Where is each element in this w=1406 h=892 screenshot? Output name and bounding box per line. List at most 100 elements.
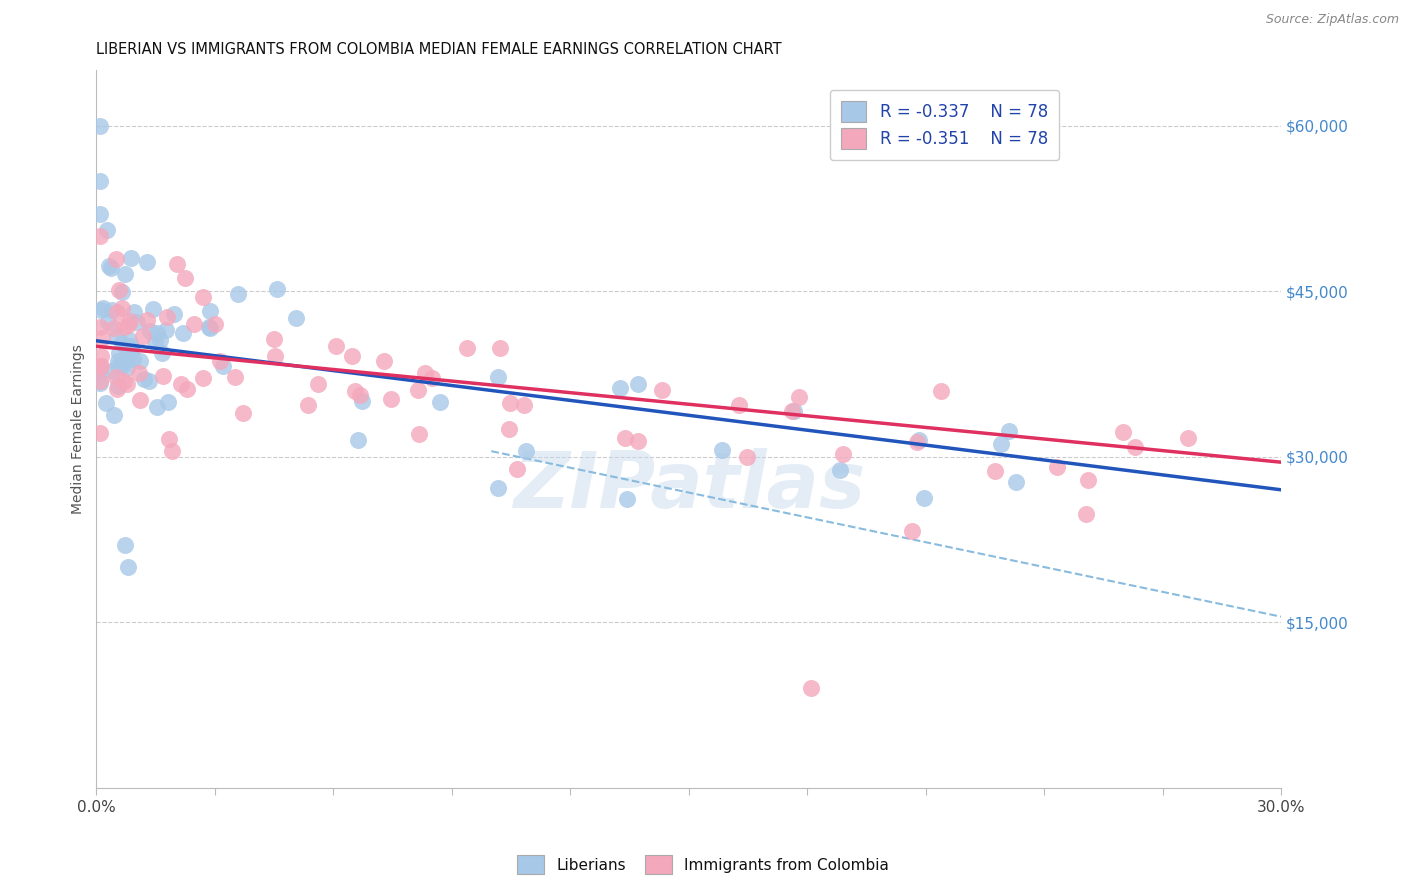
Point [96, 223, 118, 237]
Point [990, 437, 1012, 451]
Point [380, 392, 402, 407]
Point [263, 349, 285, 363]
Point [228, 287, 250, 301]
Point [114, 538, 136, 552]
Point [117, 560, 139, 574]
Point [627, 377, 650, 392]
Point [616, 491, 638, 506]
Point [912, 491, 935, 506]
Point [90, 359, 112, 373]
Point [191, 371, 214, 385]
Point [373, 354, 395, 368]
Point [172, 326, 194, 340]
Point [735, 450, 758, 464]
Point [266, 282, 288, 296]
Point [122, 305, 145, 319]
Point [94, 396, 117, 410]
Point [1112, 425, 1135, 439]
Point [162, 443, 184, 458]
Point [1076, 507, 1098, 521]
Point [117, 318, 139, 333]
Point [728, 398, 751, 412]
Point [89, 319, 111, 334]
Point [118, 314, 141, 328]
Point [780, 403, 803, 417]
Point [197, 319, 219, 334]
Point [232, 407, 254, 421]
Point [89, 229, 111, 244]
Point [129, 393, 152, 408]
Point [156, 310, 179, 325]
Point [89, 374, 111, 388]
Legend: R = -0.337    N = 78, R = -0.351    N = 78: R = -0.337 N = 78, R = -0.351 N = 78 [830, 89, 1060, 161]
Text: ZIPatlas: ZIPatlas [513, 449, 865, 524]
Point [198, 321, 221, 335]
Point [830, 463, 852, 477]
Point [420, 370, 443, 384]
Point [112, 352, 135, 367]
Point [297, 398, 319, 412]
Point [104, 252, 127, 267]
Point [100, 364, 122, 378]
Point [115, 361, 138, 376]
Point [1177, 432, 1199, 446]
Point [107, 359, 129, 374]
Point [176, 382, 198, 396]
Point [157, 432, 180, 446]
Point [456, 341, 478, 355]
Point [89, 364, 111, 378]
Point [108, 283, 131, 297]
Point [200, 303, 222, 318]
Point [90, 302, 112, 317]
Point [344, 384, 367, 398]
Point [263, 332, 285, 346]
Point [132, 328, 155, 343]
Point [112, 320, 135, 334]
Point [112, 374, 135, 388]
Point [415, 366, 437, 380]
Point [89, 376, 111, 391]
Point [157, 395, 180, 409]
Point [155, 323, 177, 337]
Point [114, 351, 136, 366]
Point [224, 369, 246, 384]
Legend: Liberians, Immigrants from Colombia: Liberians, Immigrants from Colombia [510, 849, 896, 880]
Point [515, 443, 537, 458]
Point [111, 359, 134, 373]
Point [488, 341, 510, 355]
Point [1005, 475, 1028, 490]
Point [651, 384, 673, 398]
Point [929, 384, 952, 399]
Point [984, 464, 1007, 478]
Point [789, 390, 811, 404]
Point [174, 271, 197, 285]
Point [91, 301, 114, 315]
Point [118, 333, 141, 347]
Point [347, 433, 370, 447]
Point [711, 443, 734, 458]
Point [128, 354, 150, 368]
Point [100, 260, 122, 275]
Point [89, 425, 111, 440]
Point [498, 396, 520, 410]
Point [162, 307, 184, 321]
Point [111, 335, 134, 350]
Point [89, 359, 111, 373]
Point [139, 324, 162, 338]
Point [125, 315, 148, 329]
Point [105, 328, 128, 343]
Point [149, 333, 172, 347]
Point [121, 342, 143, 356]
Point [1123, 440, 1146, 454]
Point [406, 384, 429, 398]
Point [349, 387, 371, 401]
Point [307, 376, 329, 391]
Point [170, 376, 193, 391]
Point [512, 398, 534, 412]
Point [486, 481, 509, 495]
Point [128, 366, 150, 380]
Point [105, 383, 128, 397]
Point [143, 334, 166, 349]
Point [208, 354, 231, 368]
Point [627, 434, 650, 448]
